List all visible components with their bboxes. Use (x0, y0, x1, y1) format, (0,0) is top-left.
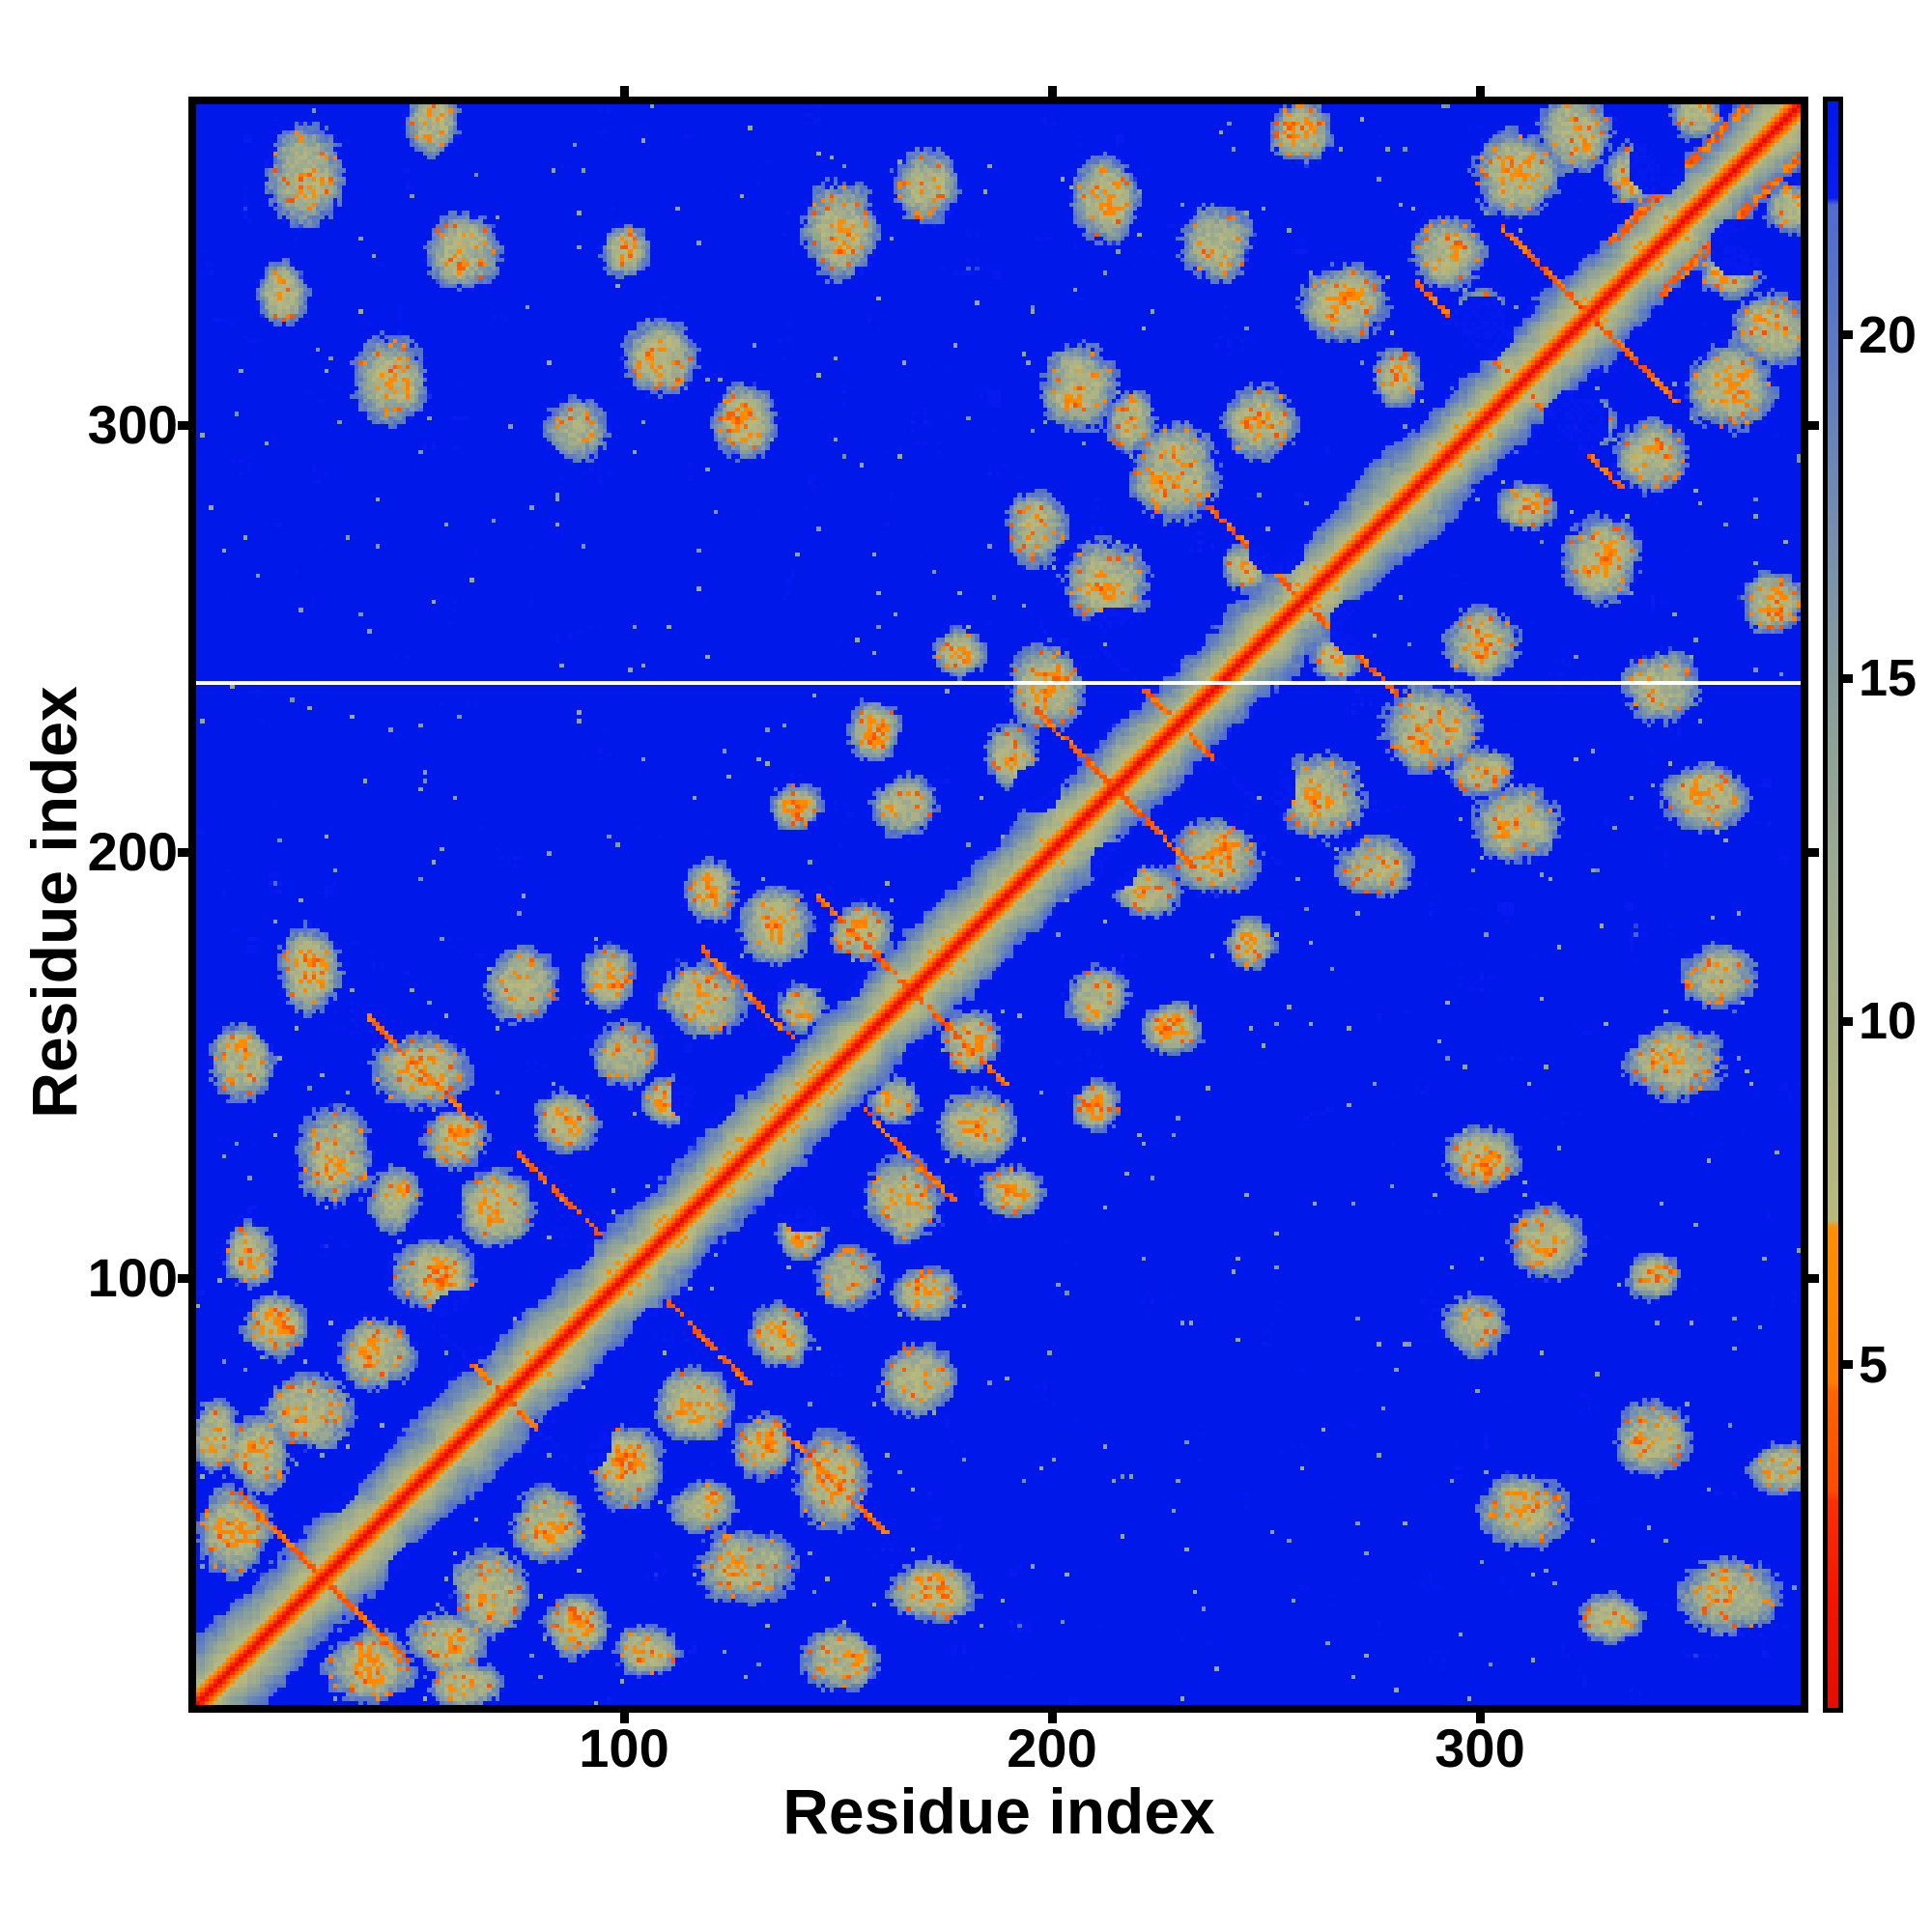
x-axis-tick-top (620, 86, 629, 97)
colorbar-tick (1843, 330, 1853, 339)
colorbar-label-20: 20 (1859, 306, 1918, 364)
y-axis-tick-right (1808, 848, 1819, 857)
y-tick-label-100: 100 (87, 1247, 178, 1308)
x-axis-tick (1476, 1713, 1485, 1723)
heatmap-frame (188, 97, 1808, 1713)
x-axis-tick-top (1048, 86, 1057, 97)
x-axis-tick (620, 1713, 629, 1723)
colorbar-label-15: 15 (1859, 649, 1918, 707)
y-axis-tick (178, 421, 188, 430)
colorbar-label-10: 10 (1859, 992, 1918, 1050)
y-tick-label-200: 200 (87, 821, 178, 882)
x-tick-label-100: 100 (579, 1718, 669, 1778)
colorbar-label-5: 5 (1859, 1336, 1889, 1394)
x-axis-title: Residue index (782, 1776, 1215, 1847)
x-axis-tick (1048, 1713, 1057, 1723)
x-tick-label-200: 200 (1007, 1718, 1097, 1778)
y-axis-tick-right (1808, 421, 1819, 430)
y-axis-tick-right (1808, 1274, 1819, 1283)
colorbar-frame (1823, 97, 1843, 1713)
distance-matrix-heatmap (196, 104, 1801, 1705)
colorbar-tick (1843, 1360, 1853, 1369)
y-tick-label-300: 300 (87, 394, 178, 455)
x-tick-label-300: 300 (1435, 1718, 1525, 1778)
colorbar-tick (1843, 1017, 1853, 1026)
y-axis-title: Residue index (18, 686, 90, 1119)
y-axis-tick (178, 848, 188, 857)
y-axis-tick (178, 1274, 188, 1283)
colorbar-gradient (1828, 101, 1838, 1708)
x-axis-tick-top (1476, 86, 1485, 97)
colorbar-tick (1843, 674, 1853, 683)
